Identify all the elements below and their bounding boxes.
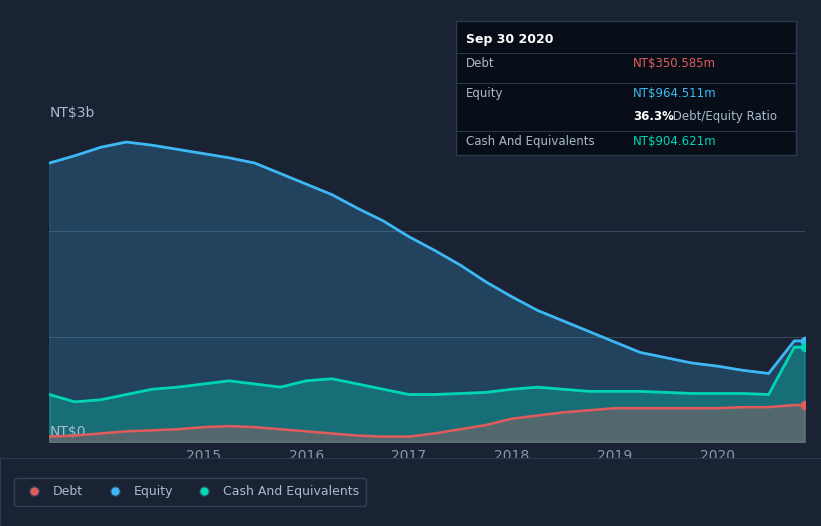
Text: Debt: Debt bbox=[466, 57, 494, 70]
Text: NT$0: NT$0 bbox=[49, 424, 85, 439]
Text: NT$350.585m: NT$350.585m bbox=[633, 57, 716, 70]
Text: NT$964.511m: NT$964.511m bbox=[633, 87, 717, 100]
Point bbox=[798, 343, 811, 351]
Point bbox=[798, 337, 811, 345]
Text: Debt/Equity Ratio: Debt/Equity Ratio bbox=[668, 109, 777, 123]
Text: Equity: Equity bbox=[466, 87, 503, 100]
Text: NT$904.621m: NT$904.621m bbox=[633, 135, 717, 148]
Text: NT$3b: NT$3b bbox=[49, 106, 94, 120]
Text: 36.3%: 36.3% bbox=[633, 109, 674, 123]
Text: Sep 30 2020: Sep 30 2020 bbox=[466, 33, 553, 46]
Legend: Debt, Equity, Cash And Equivalents: Debt, Equity, Cash And Equivalents bbox=[15, 478, 366, 506]
Point bbox=[798, 401, 811, 409]
Text: Cash And Equivalents: Cash And Equivalents bbox=[466, 135, 594, 148]
